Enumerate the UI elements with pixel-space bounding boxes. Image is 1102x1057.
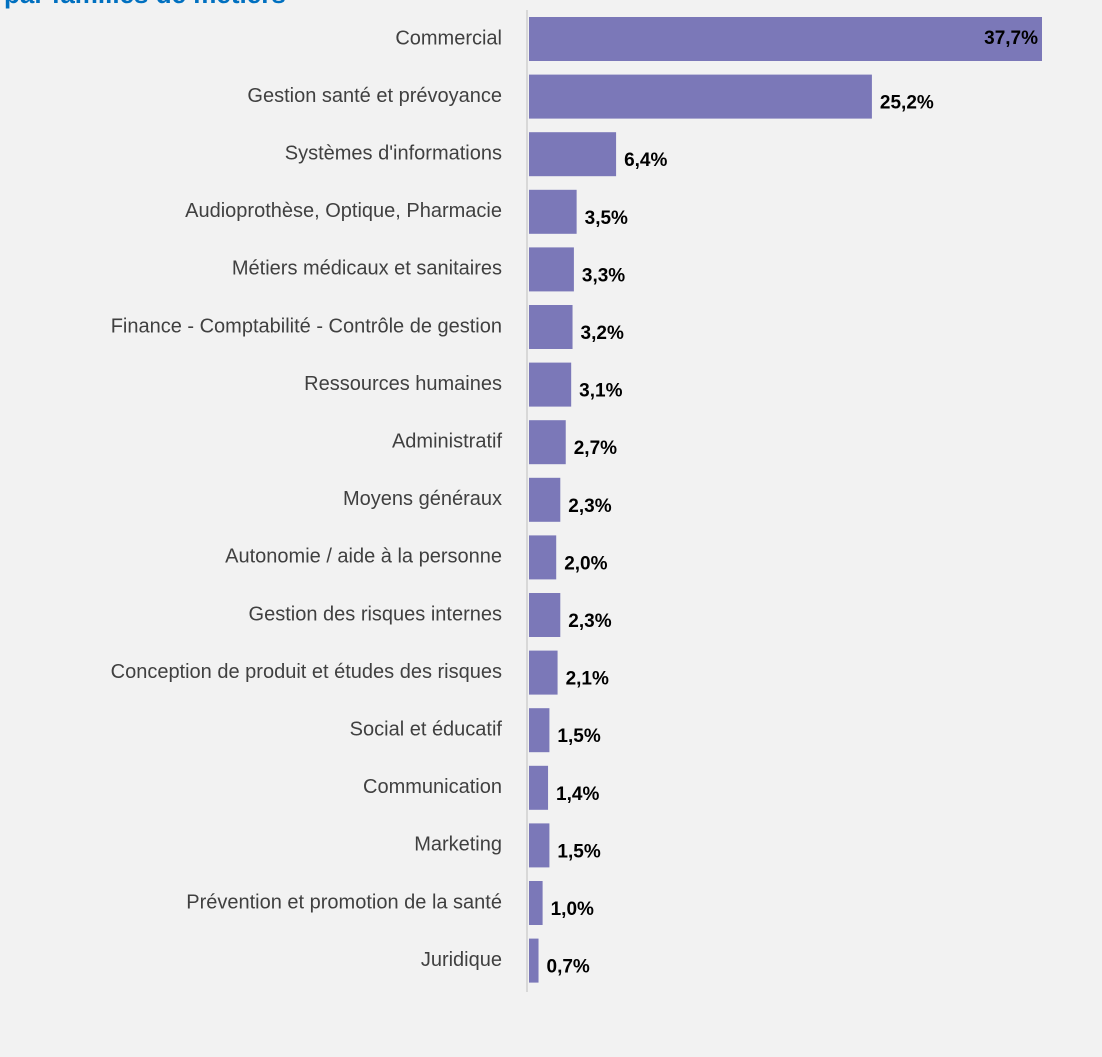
bar [529,247,574,292]
category-label: Gestion des risques internes [249,603,502,625]
data-label: 6,4% [624,150,667,171]
data-label: 25,2% [880,93,934,114]
bar [529,650,558,695]
category-label: Communication [363,776,502,798]
category-label: Gestion santé et prévoyance [247,85,502,107]
data-label: 3,2% [581,323,624,344]
bar [529,305,573,349]
bar [529,881,543,925]
category-label: Autonomie / aide à la personne [225,546,502,568]
data-label: 1,0% [551,899,594,920]
bar [529,593,561,637]
bar [529,362,572,407]
category-label: Conception de produit et études des risq… [111,661,502,683]
data-label: 3,5% [585,208,628,229]
category-label: Systèmes d'informations [285,142,502,164]
bar [529,477,561,522]
data-label: 0,7% [547,957,590,978]
bar [529,189,577,234]
bar [529,17,1042,61]
bar [529,132,617,177]
data-label: 3,1% [579,381,622,402]
category-label: Moyens généraux [343,488,502,510]
category-label: Audioprothèse, Optique, Pharmacie [185,200,502,222]
data-label: 1,4% [556,784,599,805]
bar [529,420,566,465]
category-label: Commercial [395,27,502,49]
bar [529,765,549,810]
category-label: Métiers médicaux et sanitaires [232,258,502,280]
category-label: Prévention et promotion de la santé [186,891,502,913]
data-label: 2,0% [564,553,607,574]
data-label: 2,3% [568,496,611,517]
category-label: Marketing [414,834,502,856]
category-label: Juridique [421,949,502,971]
data-label: 1,5% [557,726,600,747]
bar [529,938,539,983]
bar [529,74,872,119]
data-label: 1,5% [557,841,600,862]
bar [529,823,550,868]
data-label: 37,7% [984,28,1038,49]
data-label: 2,3% [568,611,611,632]
category-label: Administratif [392,430,502,452]
data-label: 2,7% [574,438,617,459]
category-label: Finance - Comptabilité - Contrôle de ges… [111,315,502,337]
bar [529,535,557,580]
chart-title: par familles de métiers [4,0,286,9]
category-label: Ressources humaines [304,373,502,395]
data-label: 3,3% [582,265,625,286]
bar [529,708,550,753]
data-label: 2,1% [566,669,609,690]
category-label: Social et éducatif [350,718,503,740]
